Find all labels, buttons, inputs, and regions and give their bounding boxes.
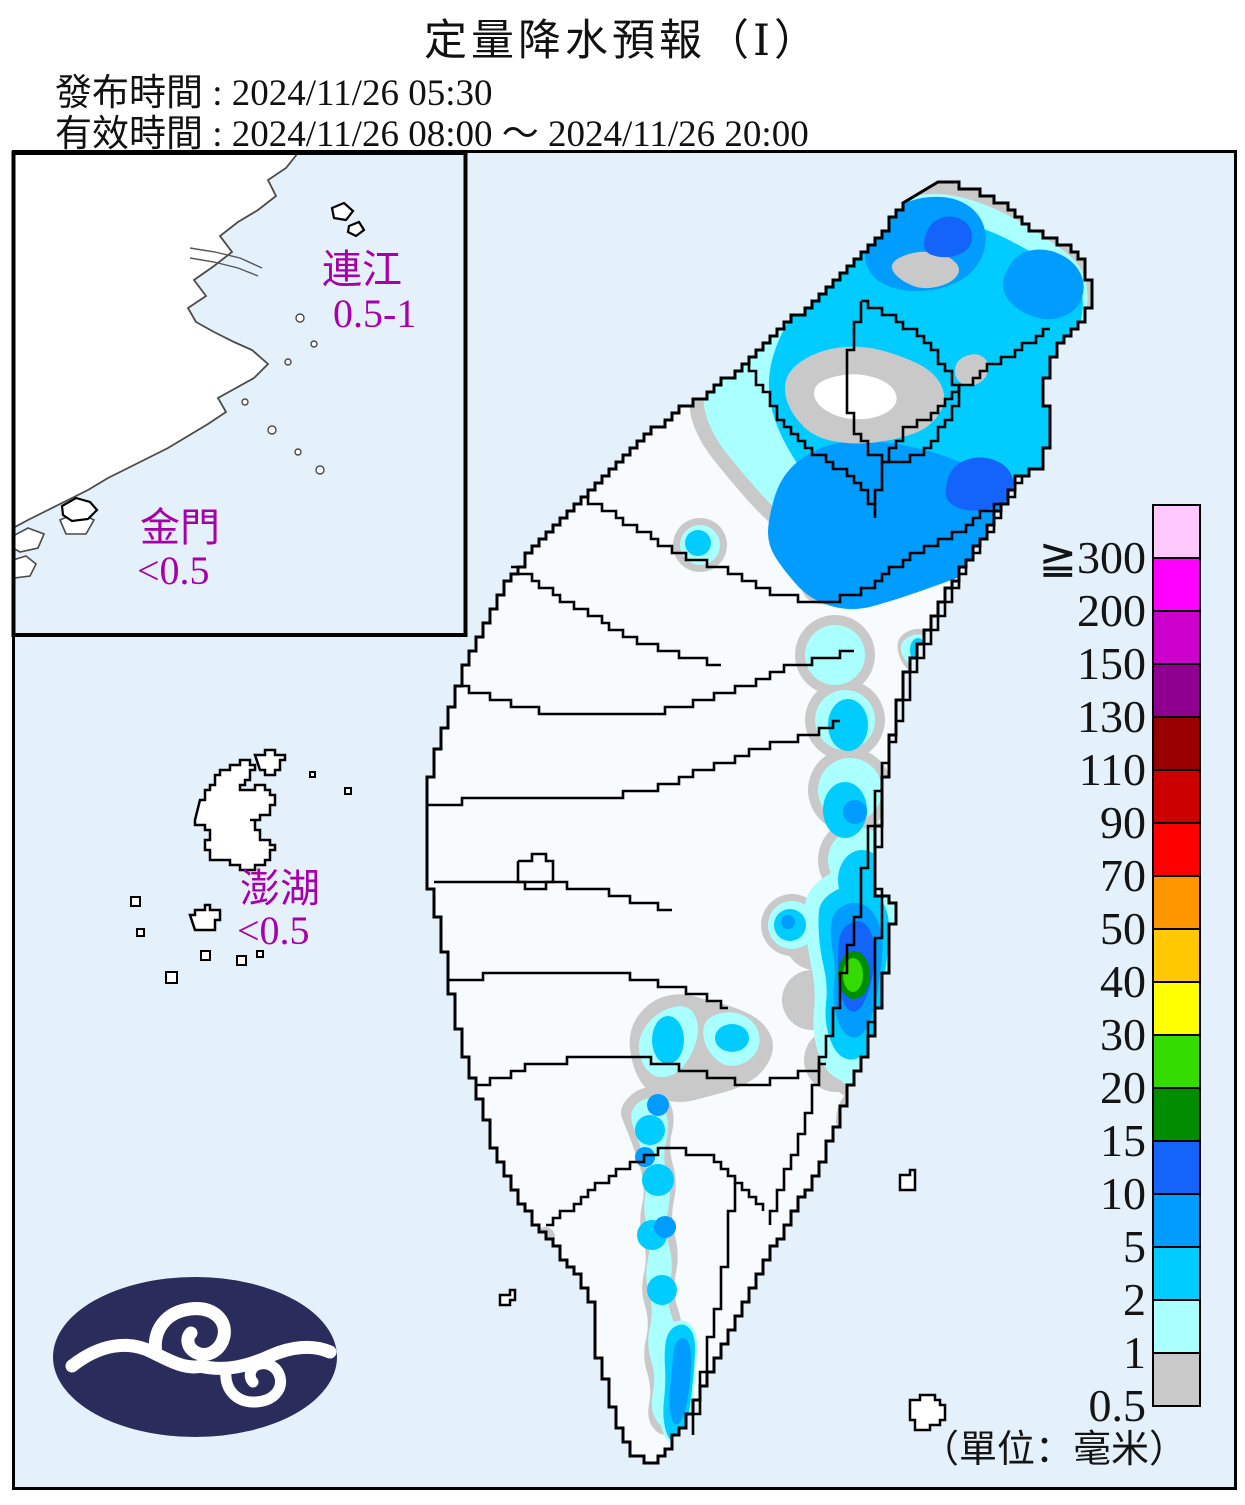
legend-cell	[1152, 1352, 1201, 1407]
valid-time-label: 有效時間 : 2024/11/26 08:00 ～ 2024/11/26 20:…	[55, 114, 809, 155]
legend-cell	[1152, 1034, 1201, 1089]
penghu-value: <0.5	[237, 908, 310, 953]
cwa-logo	[53, 1277, 337, 1437]
legend-cell	[1152, 1087, 1201, 1142]
legend-tick-label: 130	[1077, 691, 1146, 742]
legend-tick-label: 5	[1123, 1221, 1146, 1272]
legend-cell	[1152, 663, 1201, 718]
legend-tick-label: 70	[1100, 850, 1146, 901]
issued-time-label: 發布時間 : 2024/11/26 05:30	[55, 73, 493, 114]
legend-colorbar: ≧300 200 150 130 110 90 70 50 40 30 20 1…	[921, 504, 1201, 1471]
legend-cell	[1152, 822, 1201, 877]
legend-tick-label: 15	[1100, 1115, 1146, 1166]
legend-tick-label: 200	[1077, 585, 1146, 636]
legend-cell	[1152, 1140, 1201, 1195]
legend-cell	[1152, 769, 1201, 824]
legend-tick-label: 40	[1100, 956, 1146, 1007]
legend-cell	[1152, 875, 1201, 930]
legend-tick-label: 90	[1100, 797, 1146, 848]
inset-coastline	[13, 153, 366, 579]
legend-tick-label: 1	[1123, 1327, 1146, 1378]
lienchiang-label: 連江	[322, 247, 402, 292]
legend-tick-label: ≧300	[1038, 532, 1146, 583]
legend-tick-label: 0.5	[1089, 1380, 1147, 1431]
legend-cell	[1152, 981, 1201, 1036]
legend-cell	[1152, 716, 1201, 771]
offshore-islands	[130, 748, 947, 1432]
penghu-label: 澎湖	[240, 866, 320, 911]
legend-tick-label: 30	[1100, 1009, 1146, 1060]
legend-tick-label: 150	[1077, 638, 1146, 689]
legend-tick-label: 2	[1123, 1274, 1146, 1325]
inset-map: 連江 0.5-1 金門 <0.5	[11, 151, 468, 637]
legend-cell	[1152, 1299, 1201, 1354]
penghu-label-group: 澎湖 <0.5	[237, 866, 320, 953]
lienchiang-value: 0.5-1	[333, 291, 416, 336]
rain-dry-patch	[814, 374, 897, 420]
map-border	[12, 150, 1237, 1490]
kinmen-label: 金門	[140, 505, 220, 550]
legend-tick-label: 110	[1079, 744, 1146, 795]
kinmen-value: <0.5	[137, 548, 210, 593]
legend-cell	[1152, 1193, 1201, 1248]
legend-cell	[1152, 504, 1201, 559]
legend-tick-label: 10	[1100, 1168, 1146, 1219]
cloud-swirl-icon	[65, 1302, 337, 1408]
legend-cell	[1152, 928, 1201, 983]
legend-cell	[1152, 557, 1201, 612]
legend-cell	[1152, 1246, 1201, 1301]
county-borders	[425, 180, 1094, 1465]
legend-cell	[1152, 610, 1201, 665]
legend-tick-label: 50	[1100, 903, 1146, 954]
legend-unit-note: （單位：毫米）	[921, 1429, 1187, 1471]
page-title: 定量降水預報（Ⅰ）	[424, 18, 821, 65]
legend-tick-label: 20	[1100, 1062, 1146, 1113]
